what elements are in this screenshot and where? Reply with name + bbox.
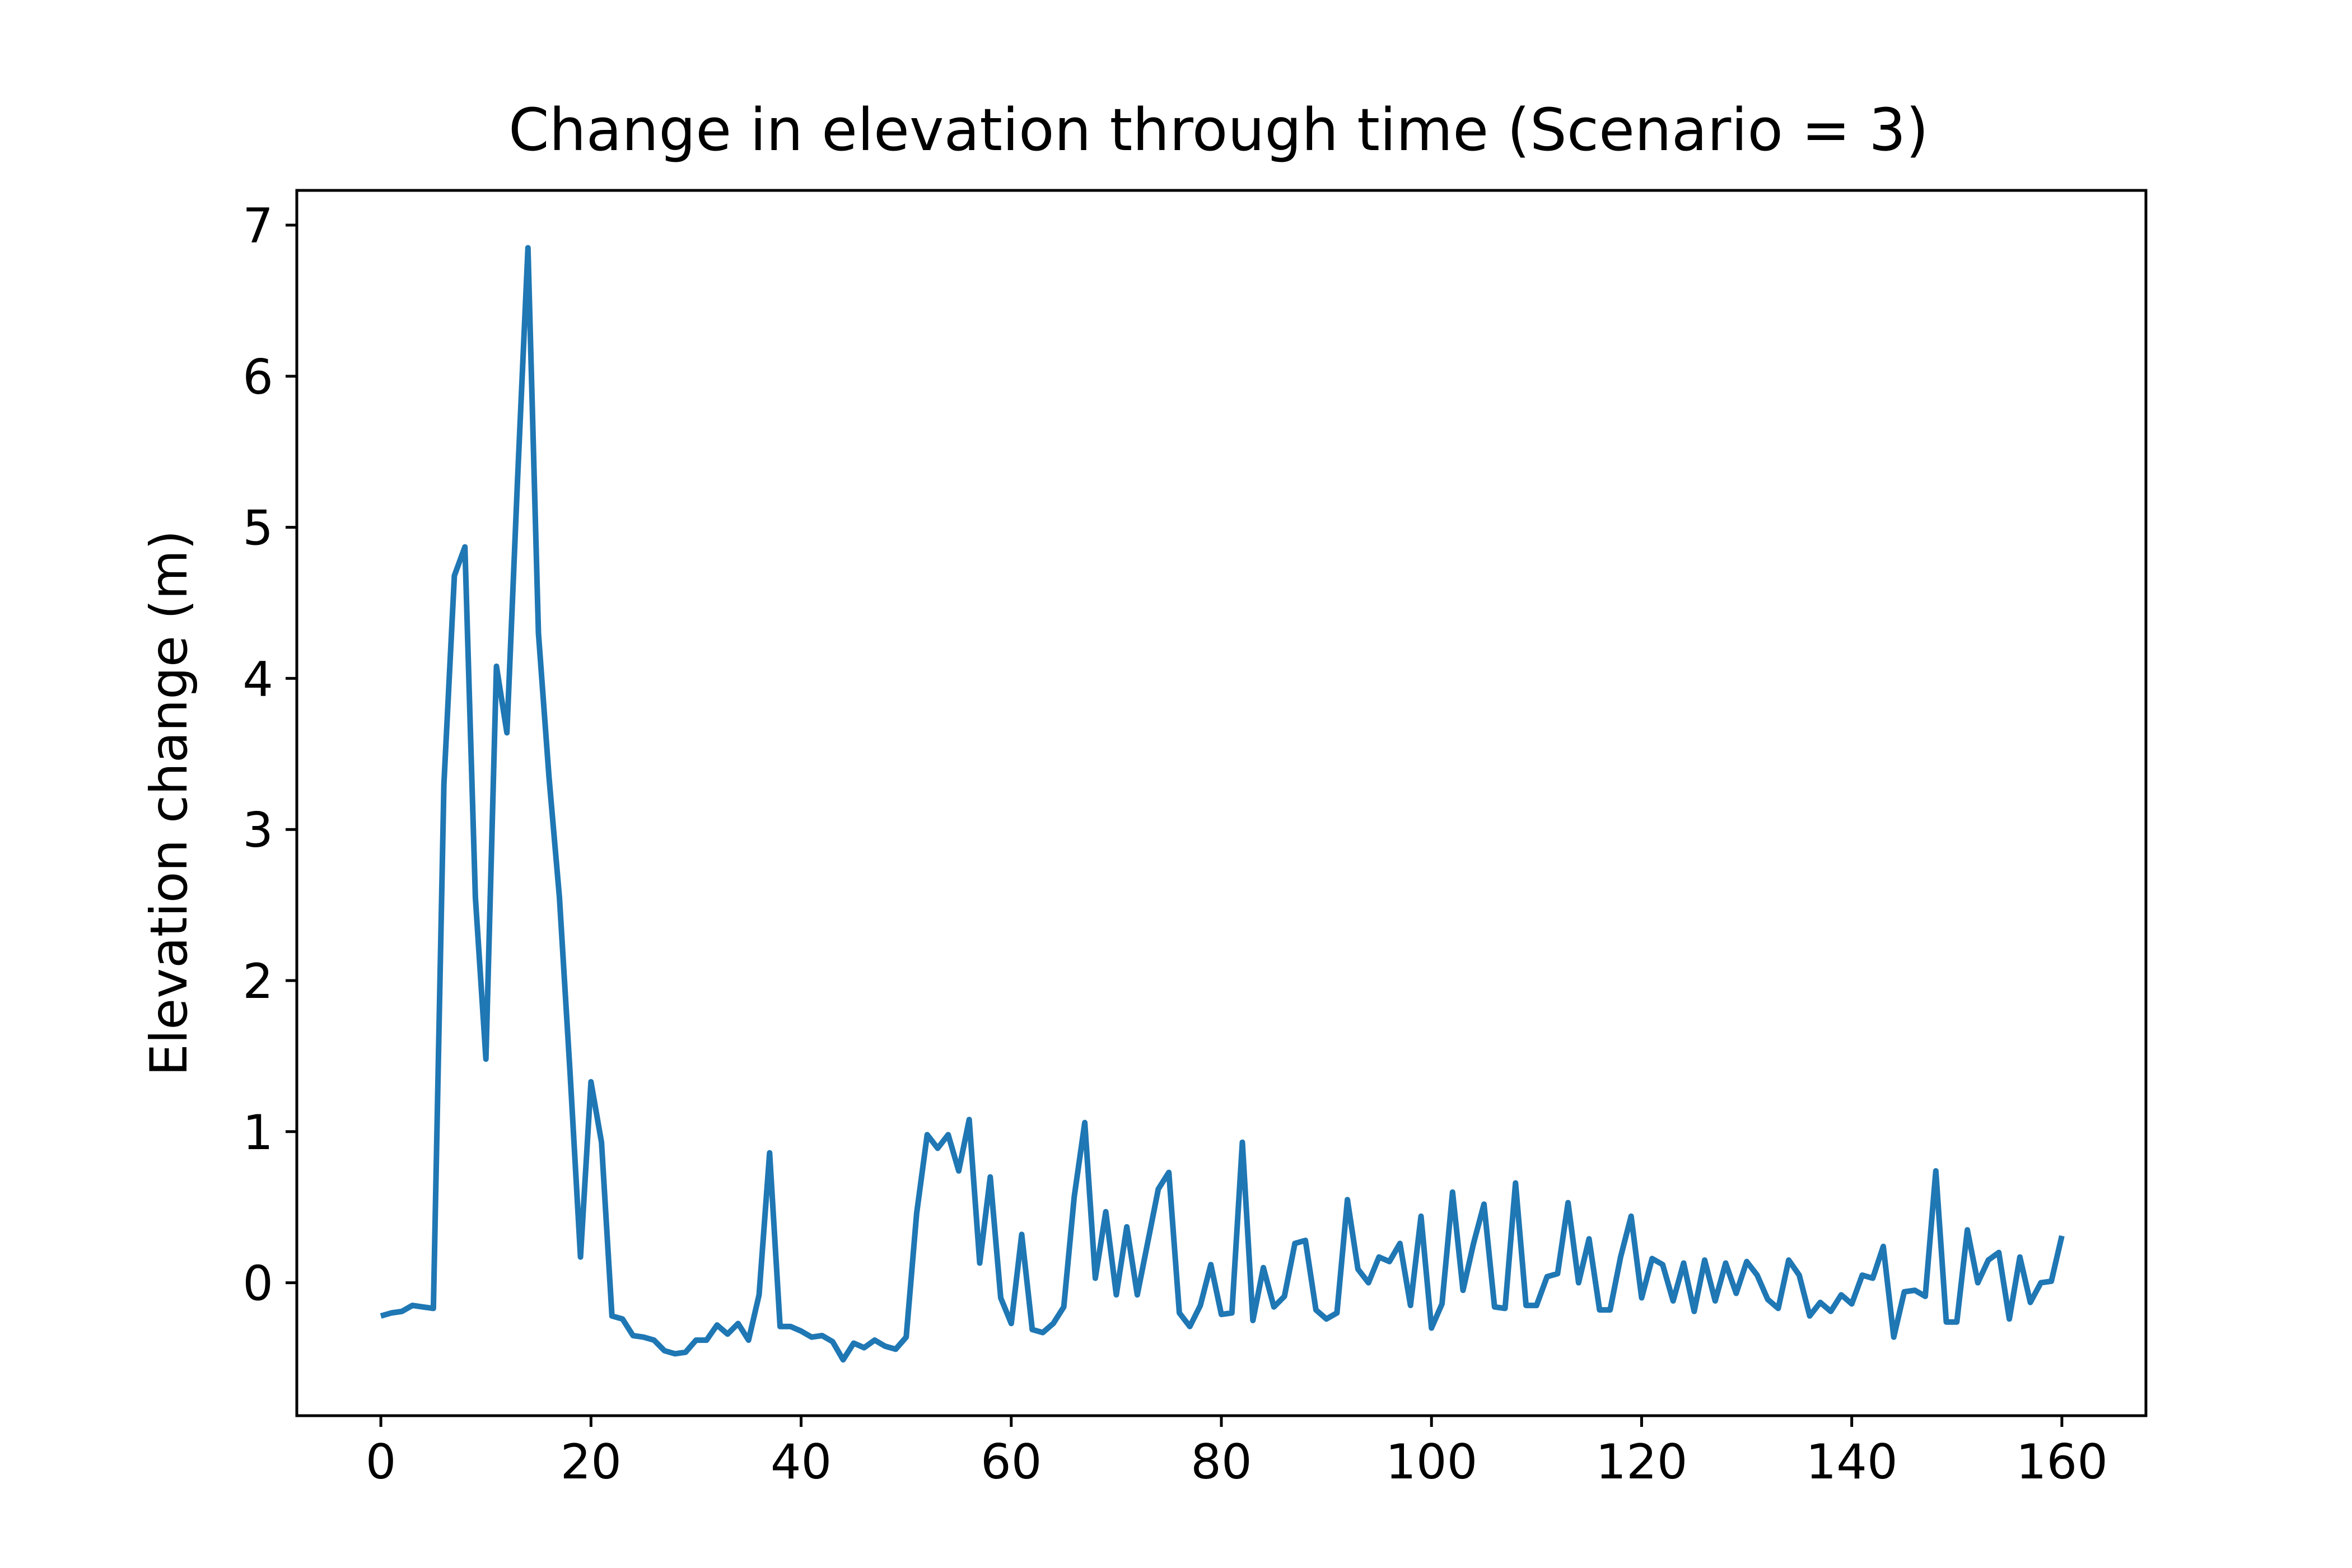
x-tick-label: 0 (366, 1434, 396, 1490)
y-axis-label: Elevation change (m) (140, 530, 199, 1076)
y-axis: 0 1 2 3 4 5 6 7 (242, 198, 297, 1312)
y-tick-label: 2 (242, 954, 273, 1010)
x-tick-label: 160 (2016, 1434, 2108, 1490)
x-tick-label: 60 (981, 1434, 1042, 1490)
y-tick-label: 0 (242, 1256, 273, 1312)
x-tick-label: 80 (1191, 1434, 1252, 1490)
x-tick-label: 100 (1385, 1434, 1477, 1490)
y-tick-label: 6 (242, 349, 273, 405)
x-tick-label: 40 (771, 1434, 832, 1490)
plot-area (295, 189, 2148, 1417)
x-tick-label: 20 (561, 1434, 622, 1490)
y-tick-label: 7 (242, 198, 273, 254)
chart-title: Change in elevation through time (Scenar… (508, 96, 1929, 164)
series-line-0 (380, 245, 2065, 1363)
x-tick-label: 140 (1806, 1434, 1898, 1490)
x-tick-label: 120 (1595, 1434, 1687, 1490)
y-tick-label: 1 (242, 1105, 273, 1161)
y-tick-label: 3 (242, 802, 273, 858)
x-axis: 0 20 40 60 80 100 120 140 160 (366, 1416, 2108, 1490)
y-tick-label: 4 (242, 651, 273, 707)
y-tick-label: 5 (242, 501, 273, 557)
series-layer (380, 245, 2065, 1363)
